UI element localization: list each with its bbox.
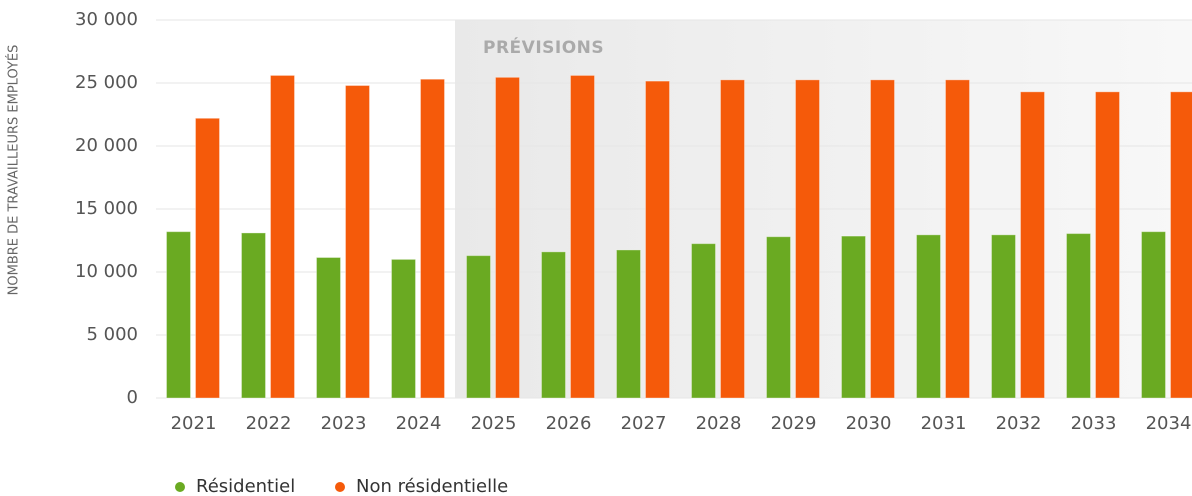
x-tick-label: 2031 <box>921 413 967 434</box>
forecast-label: PRÉVISIONS <box>483 36 604 58</box>
bar <box>316 257 341 399</box>
bar <box>1141 231 1166 399</box>
x-tick-label: 2034 <box>1146 413 1192 434</box>
y-axis-label: NOMBRE DE TRAVAILLEURS EMPLOYÉS <box>6 45 22 296</box>
bar <box>691 243 716 399</box>
bar <box>645 80 670 399</box>
bar <box>241 232 266 399</box>
bar <box>766 236 791 399</box>
bar <box>1095 91 1120 399</box>
y-tick-label: 0 <box>127 387 138 408</box>
y-tick-label: 20 000 <box>75 135 138 156</box>
legend-label: Non résidentielle <box>356 476 508 496</box>
x-tick-label: 2032 <box>996 413 1042 434</box>
x-tick-label: 2023 <box>321 413 367 434</box>
y-tick-label: 30 000 <box>75 9 138 30</box>
bar <box>570 74 595 399</box>
x-tick-label: 2025 <box>471 413 517 434</box>
x-tick-label: 2033 <box>1071 413 1117 434</box>
bar <box>466 255 491 399</box>
y-tick-label: 25 000 <box>75 72 138 93</box>
y-tick-label: 10 000 <box>75 261 138 282</box>
x-tick-label: 2022 <box>246 413 292 434</box>
bar <box>720 79 745 399</box>
x-tick-label: 2030 <box>846 413 892 434</box>
bar <box>1170 91 1192 399</box>
bar <box>345 85 370 399</box>
bar <box>391 258 416 399</box>
x-tick-label: 2027 <box>621 413 667 434</box>
legend-marker <box>175 482 185 492</box>
x-tick-label: 2028 <box>696 413 742 434</box>
bar <box>991 234 1016 399</box>
bar <box>1066 233 1091 399</box>
bar <box>841 235 866 399</box>
legend-label: Résidentiel <box>196 476 295 496</box>
y-tick-label: 5 000 <box>86 324 138 345</box>
x-tick-label: 2026 <box>546 413 592 434</box>
bar <box>870 79 895 399</box>
bar <box>166 231 191 399</box>
bar <box>270 74 295 399</box>
bar <box>795 79 820 399</box>
bar <box>541 251 566 399</box>
bar <box>1020 91 1045 399</box>
bar <box>916 234 941 399</box>
y-tick-label: 15 000 <box>75 198 138 219</box>
bar <box>945 79 970 399</box>
bar <box>195 117 220 399</box>
bar <box>420 78 445 399</box>
x-tick-label: 2024 <box>396 413 442 434</box>
x-tick-label: 2029 <box>771 413 817 434</box>
x-tick-label: 2021 <box>171 413 217 434</box>
legend-marker <box>335 482 345 492</box>
bar <box>495 76 520 399</box>
bar <box>616 249 641 399</box>
